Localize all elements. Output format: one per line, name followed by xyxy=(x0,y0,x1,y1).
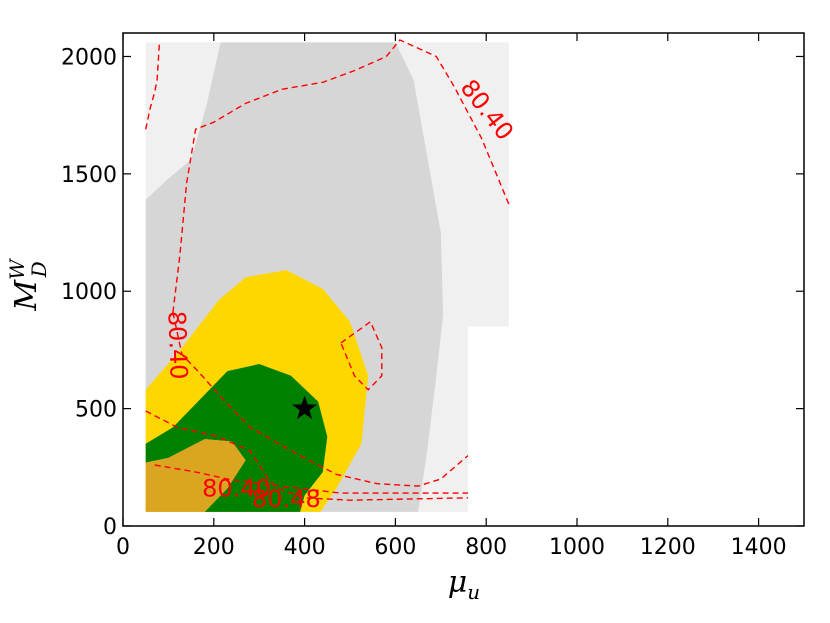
x-axis: 0 200 400 600 800 1000 1200 1400 xyxy=(116,33,787,560)
contour-line-4 xyxy=(145,410,469,501)
y-axis-label: MWD xyxy=(5,258,51,312)
y-tick-label: 1500 xyxy=(61,163,117,188)
contour-label-3: 80.48 xyxy=(252,485,321,513)
region-layer xyxy=(145,42,509,512)
x-tick-label: 800 xyxy=(465,535,507,560)
plot-frame xyxy=(122,32,805,527)
best-fit-star xyxy=(292,395,317,420)
best-fit-layer xyxy=(292,395,317,420)
contour-line-1 xyxy=(172,39,510,313)
contour-label-2: 80.40 xyxy=(202,475,271,503)
x-tick-label: 200 xyxy=(193,535,235,560)
y-tick-label: 500 xyxy=(75,398,117,423)
y-tick-label: 0 xyxy=(103,515,117,540)
x-tick-label: 400 xyxy=(284,535,326,560)
contour-line-3 xyxy=(340,320,383,391)
x-tick-label: 600 xyxy=(374,535,416,560)
region-4 xyxy=(145,439,246,512)
x-tick-label: 0 xyxy=(116,535,130,560)
y-tick-label: 2000 xyxy=(61,45,117,70)
contour-layer xyxy=(145,39,510,501)
x-tick-label: 1000 xyxy=(549,535,605,560)
y-axis: 0 500 1000 1500 2000 xyxy=(61,45,804,540)
region-3 xyxy=(145,364,328,512)
x-axis-label: μu xyxy=(448,565,480,604)
y-tick-label: 1000 xyxy=(61,280,117,305)
contour-label-1: 80.40 xyxy=(162,310,192,380)
contour-line-0 xyxy=(145,44,160,130)
contour-line-2 xyxy=(172,312,469,487)
x-tick-label: 1200 xyxy=(640,535,696,560)
x-tick-label: 1400 xyxy=(731,535,787,560)
contour-line-5 xyxy=(154,464,468,494)
